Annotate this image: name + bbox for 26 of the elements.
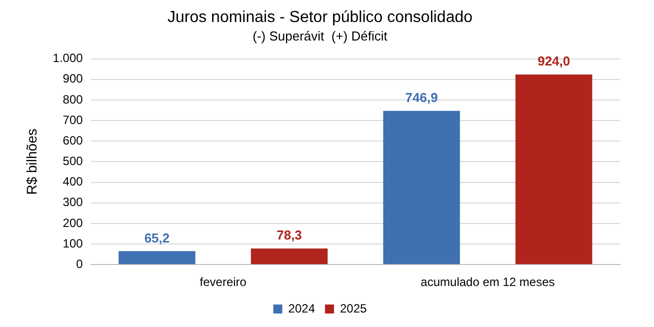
chart-title: Juros nominais - Setor público consolidado bbox=[167, 9, 473, 26]
y-tick-label: 1.000 bbox=[52, 51, 84, 66]
y-tick-label: 300 bbox=[62, 195, 84, 210]
data-label: 65,2 bbox=[144, 230, 170, 246]
y-tick-label: 900 bbox=[62, 72, 84, 86]
y-tick-label: 500 bbox=[62, 154, 84, 168]
bar bbox=[383, 110, 460, 264]
y-tick-label: 600 bbox=[62, 133, 84, 148]
y-tick-label: 400 bbox=[62, 174, 84, 189]
legend-label: 2024 bbox=[288, 301, 316, 316]
bar bbox=[118, 251, 196, 264]
y-tick-label: 800 bbox=[62, 92, 84, 106]
y-tick-label: 200 bbox=[62, 216, 84, 230]
chart-subtitle: (-) Superávit (+) Déficit bbox=[252, 28, 388, 44]
bar bbox=[515, 74, 592, 264]
y-axis-title: R$ bilhões bbox=[23, 128, 40, 195]
y-tick-label: 700 bbox=[62, 112, 84, 127]
x-tick-label: fevereiro bbox=[200, 275, 247, 290]
data-label: 746,9 bbox=[405, 90, 438, 105]
legend-label: 2025 bbox=[340, 301, 368, 316]
y-tick-label: 0 bbox=[76, 256, 84, 271]
data-label: 924,0 bbox=[538, 54, 570, 69]
x-tick-label: acumulado em 12 meses bbox=[420, 275, 555, 290]
bar bbox=[250, 248, 328, 264]
data-label: 78,3 bbox=[276, 228, 302, 243]
y-tick-label: 100 bbox=[62, 236, 84, 250]
